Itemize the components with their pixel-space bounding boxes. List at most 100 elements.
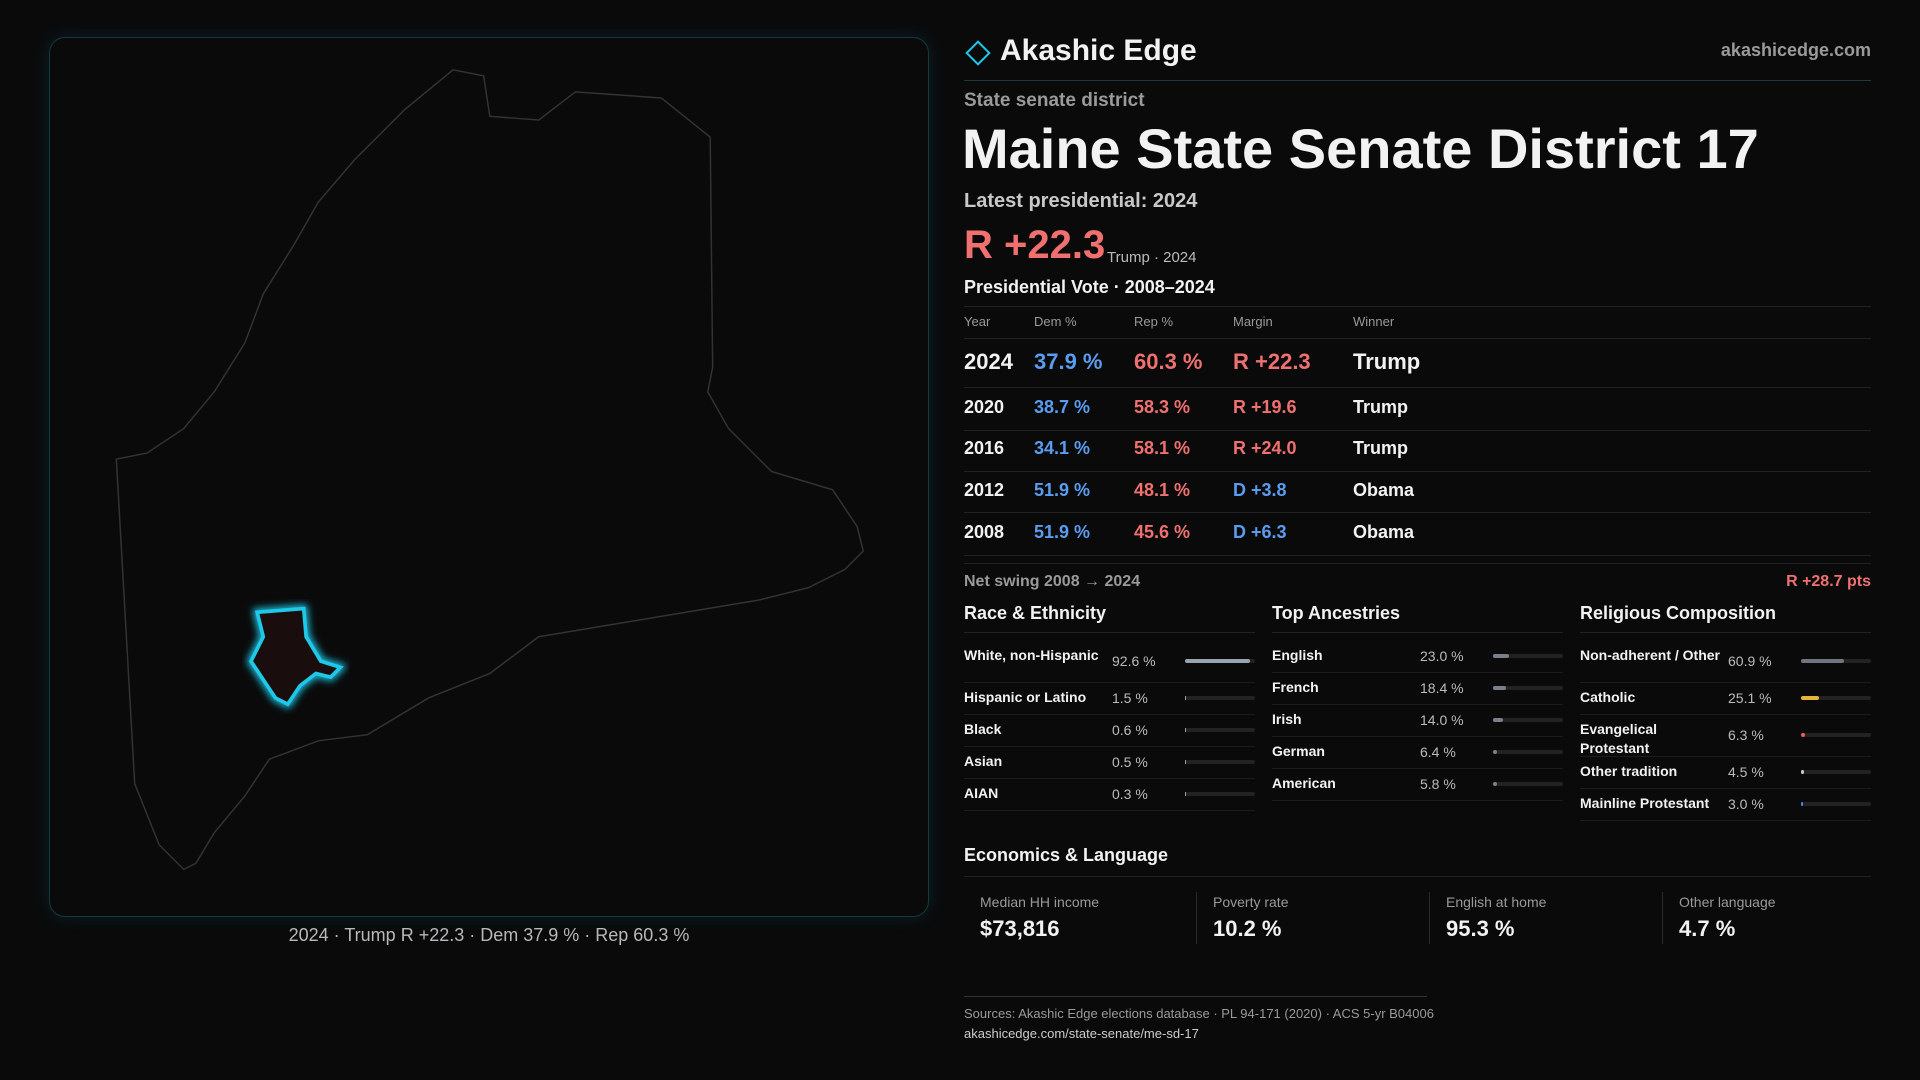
bar <box>1801 733 1806 737</box>
divider <box>964 714 1255 715</box>
bar <box>1801 659 1844 663</box>
bar-track <box>1185 760 1255 764</box>
row-label: Other tradition <box>1580 763 1678 779</box>
margin-note: Trump · 2024 <box>1107 249 1197 266</box>
bar <box>1801 770 1805 774</box>
row-value: 25.1 % <box>1728 690 1772 706</box>
row-label: Catholic <box>1580 689 1636 705</box>
table-cell: 2012 <box>964 480 1005 500</box>
row-label: Asian <box>964 753 1003 769</box>
column-header: Margin <box>1233 314 1273 329</box>
divider <box>1272 768 1563 769</box>
row-label: Irish <box>1272 711 1302 727</box>
divider <box>1272 632 1563 633</box>
econ-title: Economics & Language <box>964 845 1169 865</box>
row-label: English <box>1272 647 1323 663</box>
card-label: Poverty rate <box>1213 894 1289 910</box>
latest: Latest presidential: 2024 <box>964 190 1198 212</box>
divider <box>964 555 1871 556</box>
card-value: 10.2 % <box>1213 916 1282 941</box>
bar <box>1185 659 1250 663</box>
bar-track <box>1185 792 1255 796</box>
table-cell: 2016 <box>964 438 1005 458</box>
card-label: Median HH income <box>980 894 1100 910</box>
divider <box>964 778 1255 779</box>
card-label: Other language <box>1679 894 1776 910</box>
divider <box>964 682 1255 683</box>
section-title: Top Ancestries <box>1272 603 1401 623</box>
divider <box>964 512 1871 513</box>
card-value: 4.7 % <box>1679 916 1736 941</box>
divider <box>964 810 1255 811</box>
map-panel <box>49 37 929 917</box>
row-value: 4.5 % <box>1728 764 1764 780</box>
card-value: 95.3 % <box>1446 916 1515 941</box>
bar-track <box>1493 718 1563 722</box>
divider <box>1272 672 1563 673</box>
source-url: akashicedge.com/state-senate/me-sd-17 <box>964 1026 1199 1041</box>
row-value: 6.3 % <box>1728 727 1764 743</box>
table-title: Presidential Vote · 2008–2024 <box>964 277 1215 297</box>
table-cell: 38.7 % <box>1034 397 1091 417</box>
divider <box>964 471 1871 472</box>
bar-track <box>1493 750 1563 754</box>
divider <box>1580 756 1871 757</box>
bar-track <box>1801 733 1871 737</box>
divider <box>964 746 1255 747</box>
row-label: Black <box>964 721 1002 737</box>
table-cell: 2024 <box>964 349 1013 374</box>
divider <box>1580 714 1871 715</box>
divider <box>1272 704 1563 705</box>
bar-track <box>1801 802 1871 806</box>
bar <box>1493 750 1498 754</box>
state-outline <box>115 69 865 871</box>
bar <box>1801 696 1819 700</box>
row-value: 5.8 % <box>1420 776 1456 792</box>
row-value: 3.0 % <box>1728 796 1764 812</box>
bar <box>1801 802 1804 806</box>
bar <box>1493 686 1506 690</box>
bar <box>1493 782 1498 786</box>
row-label: AIAN <box>964 785 999 801</box>
row-label: French <box>1272 679 1319 695</box>
sources: Sources: Akashic Edge elections database… <box>964 1006 1434 1021</box>
row-value: 14.0 % <box>1420 712 1464 728</box>
column-header: Year <box>964 314 991 329</box>
swing-value: R +28.7 pts <box>1786 573 1871 590</box>
row-label: Evangelical Protestant <box>1580 721 1658 756</box>
card-separator <box>1196 892 1197 944</box>
bar-track <box>1801 696 1871 700</box>
row-value: 0.3 % <box>1112 786 1148 802</box>
map <box>115 69 865 871</box>
divider <box>1580 632 1871 633</box>
table-cell: Obama <box>1353 480 1415 500</box>
bar-track <box>1185 728 1255 732</box>
row-value: 1.5 % <box>1112 690 1148 706</box>
table-cell: Obama <box>1353 522 1415 542</box>
row-value: 60.9 % <box>1728 653 1772 669</box>
row-label: American <box>1272 775 1336 791</box>
row-label: Hispanic or Latino <box>964 689 1087 705</box>
map-caption: 2024 · Trump R +22.3 · Dem 37.9 % · Rep … <box>288 925 690 945</box>
row-label: White, non-Hispanic <box>964 647 1099 663</box>
column-header: Dem % <box>1034 314 1077 329</box>
brand: Akashic Edge <box>1000 34 1197 67</box>
table-cell: R +24.0 <box>1233 438 1297 458</box>
row-value: 0.6 % <box>1112 722 1148 738</box>
divider <box>964 563 1871 564</box>
bar <box>1493 718 1503 722</box>
table-cell: 51.9 % <box>1034 522 1091 542</box>
card-value: $73,816 <box>980 916 1060 941</box>
bar-track <box>1493 782 1563 786</box>
table-cell: Trump <box>1353 349 1421 374</box>
divider <box>964 80 1871 81</box>
row-label: Mainline Protestant <box>1580 795 1710 811</box>
divider <box>964 338 1871 339</box>
logo <box>965 40 991 66</box>
table-cell: Trump <box>1353 397 1409 417</box>
bar-track <box>1493 654 1563 658</box>
card-separator <box>1662 892 1663 944</box>
divider <box>964 996 1427 997</box>
table-cell: 48.1 % <box>1134 480 1191 500</box>
